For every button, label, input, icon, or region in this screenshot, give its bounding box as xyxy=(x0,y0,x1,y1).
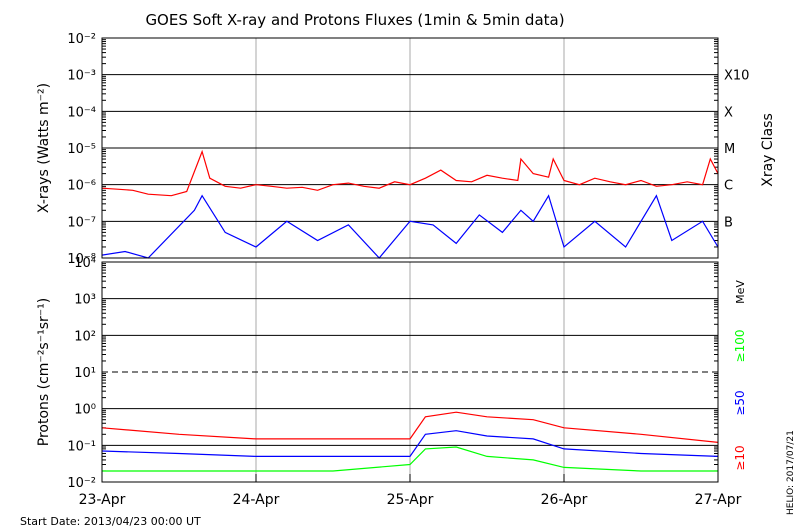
y-tick-label: 10⁻⁷ xyxy=(67,215,96,230)
mev-axis-title: MeV xyxy=(734,280,747,304)
y-axis-label: X-rays (Watts m⁻²) xyxy=(36,83,52,213)
series-line-red xyxy=(101,149,719,197)
xray-class-label: X xyxy=(724,105,733,120)
y-tick-label: 10⁻¹ xyxy=(67,439,96,454)
y-tick-label: 10⁻² xyxy=(67,32,96,47)
xray-class-label: C xyxy=(724,179,733,194)
credit-label: HELIO: 2017/07/21 xyxy=(786,430,796,515)
xray-class-label: M xyxy=(724,142,735,157)
date-axis: 23-Apr 24-Apr 25-Apr 26-Apr 27-Apr xyxy=(79,474,742,508)
chart-title: GOES Soft X-ray and Protons Fluxes (1min… xyxy=(145,11,564,29)
y-tick-label: 10⁰ xyxy=(74,403,96,418)
series-line-red xyxy=(101,411,719,443)
energy-channel-label: ≥100 xyxy=(733,330,747,363)
xray-class-axis-title: Xray Class xyxy=(760,113,776,187)
y-tick-label: 10³ xyxy=(74,293,96,308)
y-tick-label: 10⁻⁵ xyxy=(67,142,96,157)
y-tick-label: 10⁻⁶ xyxy=(67,179,96,194)
panel-frame xyxy=(101,37,719,259)
xray-class-label: X10 xyxy=(724,69,749,84)
y-tick-label: 10⁻² xyxy=(67,476,96,491)
y-tick-label: 10⁻⁸ xyxy=(67,252,96,267)
xray-panel: 10⁻⁸ 10⁻⁷ 10⁻⁶ 10⁻⁵ 10⁻⁴ 10⁻³ 10⁻² X-rays (Watt… xyxy=(36,32,776,267)
date-tick-label: 24-Apr xyxy=(233,492,280,508)
date-tick-label: 25-Apr xyxy=(387,492,434,508)
y-tick-label: 10⁻⁴ xyxy=(67,105,96,120)
y-tick-label: 10¹ xyxy=(74,366,96,381)
energy-channel-label: ≥10 xyxy=(733,445,747,470)
date-tick-label: 23-Apr xyxy=(79,492,126,508)
y-tick-label: 10⁻³ xyxy=(67,69,96,84)
proton-panel: 10⁻² 10⁻¹ 10⁰ 10¹ 10² 10³ 10⁴ Protons (cm⁻²s⁻¹s… xyxy=(36,256,747,491)
y-tick-label: 10² xyxy=(74,329,96,344)
date-tick-label: 26-Apr xyxy=(541,492,588,508)
series-line-blue xyxy=(101,430,719,457)
series-line-blue xyxy=(101,194,719,259)
start-date-label: Start Date: 2013/04/23 00:00 UT xyxy=(20,515,201,528)
date-tick-label: 27-Apr xyxy=(695,492,742,508)
y-tick-label: 10⁴ xyxy=(74,256,96,271)
energy-channel-label: ≥50 xyxy=(733,390,747,415)
xray-class-label: B xyxy=(724,215,733,230)
y-axis-label: Protons (cm⁻²s⁻¹sr⁻¹) xyxy=(36,298,52,447)
series-line-green xyxy=(102,446,718,472)
